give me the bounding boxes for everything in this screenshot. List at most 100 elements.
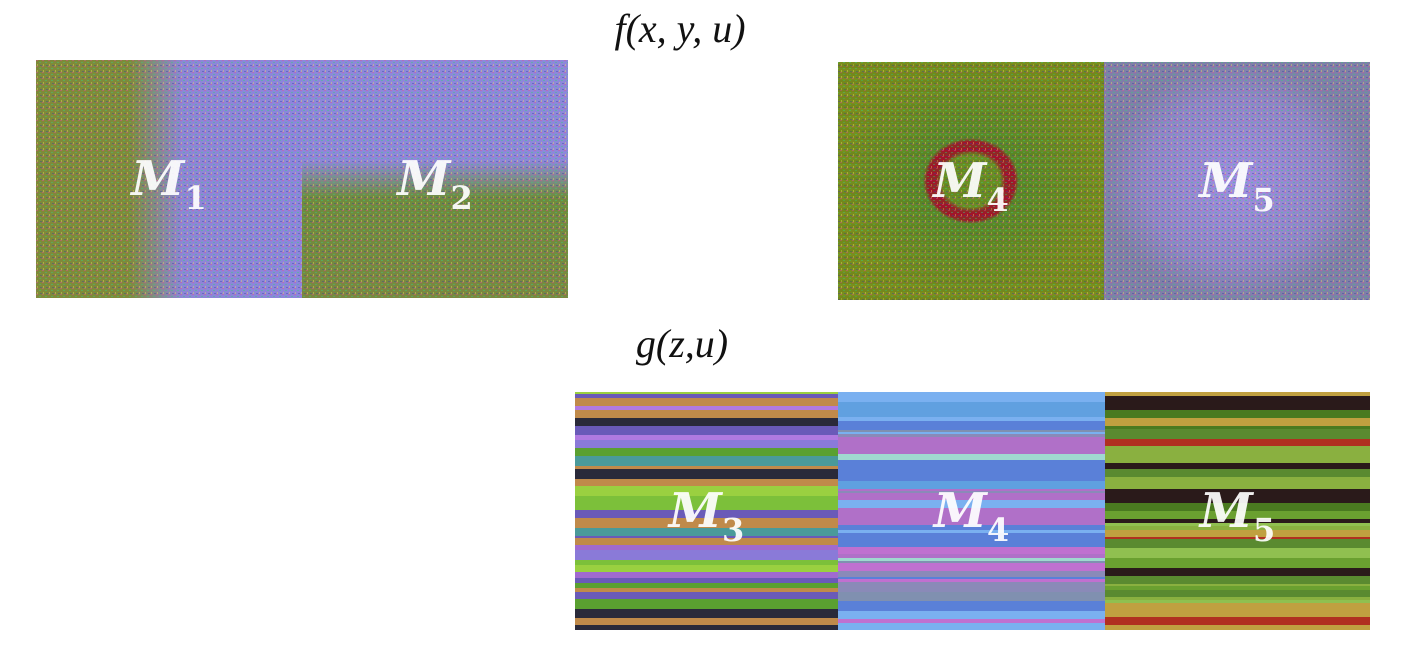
stripe [1105,590,1370,597]
stripe [1105,625,1370,630]
stripe [575,398,838,406]
stripe [838,554,1105,558]
label-subscript: 4 [986,181,1008,219]
stripe [838,542,1105,544]
stripe [838,611,1105,619]
stripe [1105,526,1370,530]
label-subscript: 4 [987,511,1009,549]
stripe [575,435,838,440]
texture-panel [838,62,1104,300]
stripe [575,501,838,510]
stripe [575,545,838,550]
stripe [1105,586,1370,588]
stripe [575,486,838,496]
top-title: f(x, y, u) [614,6,745,51]
stripe [838,619,1105,623]
stripe [575,572,838,578]
stripe [838,437,1105,447]
stripe [838,402,1105,410]
stripe [838,392,1105,402]
label-letter: M [1198,483,1255,539]
stripe [838,481,1105,489]
stripe [838,561,1105,563]
stripe [1105,588,1370,590]
stripe [1105,539,1370,548]
stripe [575,518,838,528]
stripe [575,394,838,398]
stripe [575,609,838,618]
stripe [575,466,838,469]
stripe [838,601,1105,611]
panel-noise [302,60,568,298]
stripe [1105,405,1370,410]
label-letter: M [395,151,452,207]
stripe [838,460,1105,463]
panel-label: M4 [932,483,1009,549]
stripe [838,454,1105,460]
stripe [838,463,1105,472]
stripe [1105,558,1370,568]
stripe [575,513,838,518]
stripe [575,406,838,410]
stripe [838,579,1105,582]
stripe [838,508,1105,516]
stripe [575,448,838,456]
stripe [1105,446,1370,456]
stripe [575,456,838,466]
stripe [575,618,838,625]
stripe [575,550,838,560]
stripe [575,578,838,583]
stripe [575,392,838,394]
label-subscript: 5 [1253,511,1275,549]
stripe [838,410,1105,417]
stripe [1105,617,1370,625]
label-letter: M [129,151,186,207]
stripe [838,489,1105,491]
stripe [1105,597,1370,600]
stripe [575,440,838,448]
stripe [838,525,1105,530]
stripe [1105,511,1370,519]
bottom-title: g(z,u) [636,321,728,366]
stripe [1105,600,1370,603]
label-letter: M [667,483,724,539]
stripe [1105,489,1370,496]
stripe [1105,519,1370,523]
label-subscript: 2 [450,179,472,217]
panel-noise [1104,62,1370,300]
stripe [838,516,1105,525]
stripe [1105,503,1370,511]
stripe-panel [838,392,1105,630]
stripe [838,421,1105,430]
stripe [1105,418,1370,426]
stripe [575,510,838,513]
stripe [575,588,838,592]
stripe [575,496,838,501]
stripe [838,417,1105,421]
texture-panel [1104,62,1370,300]
stripe [838,434,1105,437]
stripe [1105,477,1370,483]
texture-panel [36,60,302,298]
stripe [1105,537,1370,539]
label-subscript: 3 [722,511,744,549]
texture-panel [302,60,568,298]
stripe [1105,410,1370,418]
stripe [1105,426,1370,429]
stripe [838,491,1105,493]
stripe [575,418,838,426]
stripe [575,536,838,538]
stripe [575,560,838,565]
stripe [1105,548,1370,558]
panel-label: M2 [395,151,472,217]
stripe [838,430,1105,432]
stripe [575,583,838,588]
stripe [1105,568,1370,576]
stripe [575,469,838,479]
stripe [838,432,1105,434]
stripe [575,538,838,545]
stripe [838,577,1105,579]
stripe [1105,439,1370,446]
stripe [838,472,1105,481]
